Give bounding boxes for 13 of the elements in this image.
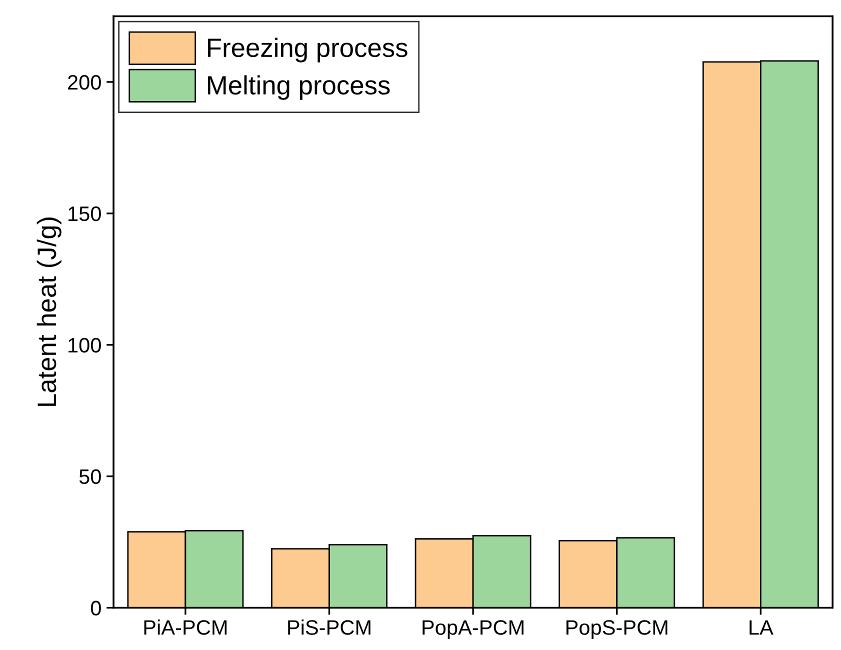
x-tick-label: PiS-PCM xyxy=(288,620,370,635)
y-tick-label: 200 xyxy=(68,74,101,90)
legend-label: Freezing process xyxy=(208,38,408,62)
legend-label: Melting process xyxy=(208,75,390,100)
y-axis-title: Latent heat (J/g) xyxy=(36,218,62,406)
x-tick-label: PopA-PCM xyxy=(422,620,524,639)
y-tick-label: 150 xyxy=(68,206,101,222)
y-tick-label: 50 xyxy=(79,469,101,484)
x-tick-label: PopS-PCM xyxy=(566,620,668,639)
x-tick-label: PiA-PCM xyxy=(144,620,227,635)
y-tick-label: 100 xyxy=(68,338,101,353)
x-tick-label: LA xyxy=(750,620,774,635)
y-tick-label: 0 xyxy=(90,600,101,616)
